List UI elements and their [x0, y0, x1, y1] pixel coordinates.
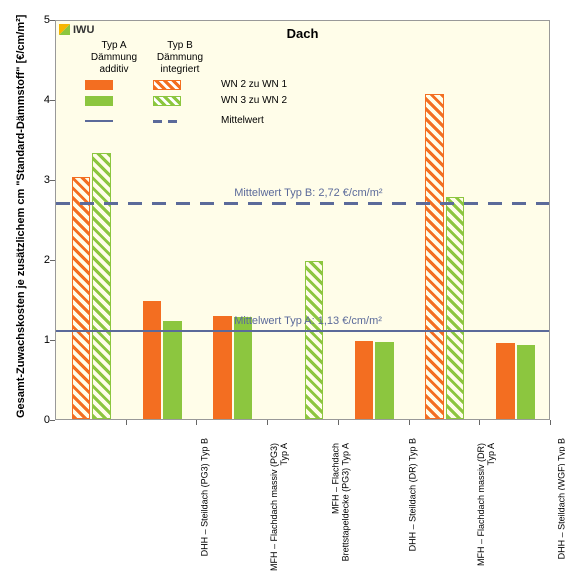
x-tick-label: DHH – Steildach (PG3) Typ B — [200, 438, 210, 556]
legend-label-row2: WN 3 zu WN 2 — [221, 95, 287, 107]
y-tick-mark — [50, 20, 55, 21]
y-tick-label: 2 — [30, 254, 50, 266]
y-tick-mark — [50, 340, 55, 341]
x-tick-mark — [126, 420, 127, 425]
iwu-logo-icon — [59, 24, 71, 36]
bar-wn2-to-wn1 — [143, 301, 161, 419]
legend-swatch-dash — [153, 120, 181, 123]
legend-label-row3: Mittelwert — [221, 115, 264, 127]
bar-wn2-to-wn1 — [496, 343, 514, 419]
legend-swatch-green-hatched — [153, 96, 181, 106]
legend-header-typ-a: Typ ADämmungadditiv — [85, 40, 143, 76]
y-tick-label: 3 — [30, 174, 50, 186]
y-tick-mark — [50, 100, 55, 101]
y-axis-label: Gesamt-Zuwachskosten je zusätzlichem cm … — [15, 15, 27, 418]
legend-swatch-orange-solid — [85, 80, 113, 90]
bar-wn2-to-wn1 — [355, 341, 373, 419]
chart-root: Mittelwert Typ B: 2,72 €/cm/m² Mittelwert… — [0, 0, 565, 565]
legend: Typ ADämmungadditiv Typ BDämmungintegrie… — [85, 40, 297, 128]
y-tick-mark — [50, 180, 55, 181]
bar-wn3-to-wn2 — [163, 321, 181, 419]
chart-title: Dach — [55, 26, 550, 41]
x-tick-label: MFH – Flachdach massiv (DR)Typ A — [476, 443, 496, 566]
x-tick-mark — [338, 420, 339, 425]
bar-wn2-to-wn1 — [425, 94, 443, 419]
x-tick-mark — [550, 420, 551, 425]
bar-wn2-to-wn1 — [72, 177, 90, 419]
ref-label-typ-b: Mittelwert Typ B: 2,72 €/cm/m² — [234, 187, 382, 199]
bar-wn3-to-wn2 — [517, 345, 535, 419]
bar-wn3-to-wn2 — [375, 342, 393, 419]
y-tick-label: 0 — [30, 414, 50, 426]
legend-swatch-orange-hatched — [153, 80, 181, 90]
x-tick-label: DHH – Steildach (DR) Typ B — [407, 438, 417, 551]
legend-swatch-line — [85, 120, 113, 122]
x-tick-mark — [409, 420, 410, 425]
y-tick-mark — [50, 420, 55, 421]
legend-header-typ-b: Typ BDämmungintegriert — [151, 40, 209, 76]
x-tick-label: MFH – FlachdachBrettstapeldecke (PG3) Ty… — [330, 443, 350, 561]
y-tick-label: 5 — [30, 14, 50, 26]
iwu-logo: IWU — [59, 24, 94, 36]
iwu-logo-text: IWU — [73, 24, 94, 36]
bar-wn3-to-wn2 — [446, 197, 464, 419]
legend-label-row1: WN 2 zu WN 1 — [221, 79, 287, 91]
x-tick-mark — [196, 420, 197, 425]
y-tick-mark — [50, 260, 55, 261]
ref-label-typ-a: Mittelwert Typ A: 1,13 €/cm/m² — [234, 315, 382, 327]
legend-swatch-green-solid — [85, 96, 113, 106]
ref-line-typ-a — [56, 330, 549, 332]
x-tick-mark — [267, 420, 268, 425]
bar-wn3-to-wn2 — [234, 317, 252, 419]
x-tick-label: DHH – Steildach (WGF) Typ B — [556, 438, 565, 559]
y-tick-label: 4 — [30, 94, 50, 106]
bar-wn3-to-wn2 — [92, 153, 110, 419]
ref-line-typ-b — [56, 202, 549, 205]
y-tick-label: 1 — [30, 334, 50, 346]
x-tick-mark — [479, 420, 480, 425]
x-tick-label: MFH – Flachdach massiv (PG3)Typ A — [269, 443, 289, 571]
bar-wn3-to-wn2 — [305, 261, 323, 419]
